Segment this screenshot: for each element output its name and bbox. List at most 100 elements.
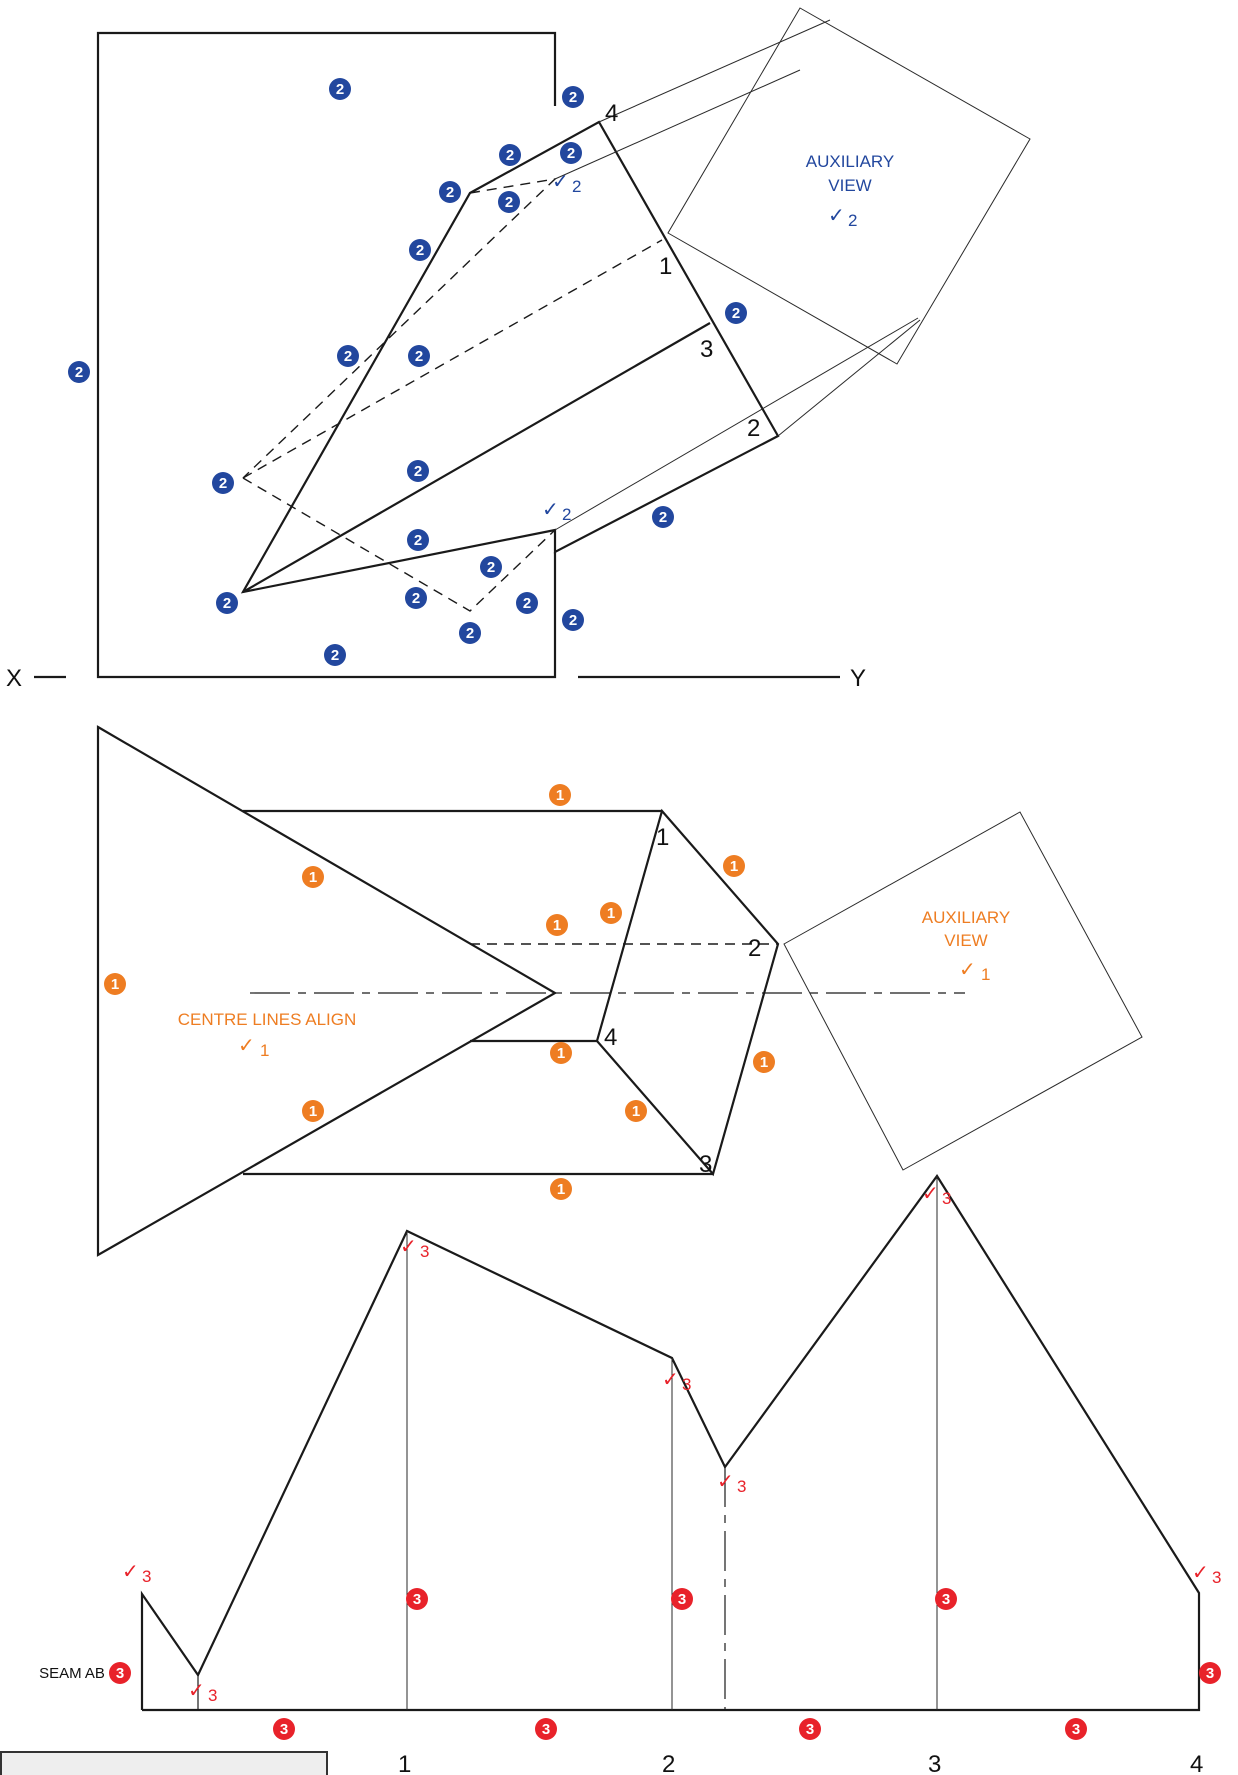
mark-badge: 2 xyxy=(439,181,461,203)
mark-badge: 1 xyxy=(549,784,571,806)
svg-text:2: 2 xyxy=(569,89,577,106)
check-marks-view2: ✓ 2 ✓ 2 ✓ 2 xyxy=(542,169,857,524)
aux-view-title-line2: VIEW xyxy=(944,931,987,950)
aux-view-title-line1: AUXILIARY xyxy=(922,908,1011,927)
check-mark: ✓ xyxy=(828,203,845,227)
mark-badge: 3 xyxy=(1199,1662,1221,1684)
mark-badge: 3 xyxy=(1065,1718,1087,1740)
svg-text:1: 1 xyxy=(309,869,317,886)
svg-text:3: 3 xyxy=(1206,1665,1214,1682)
check-mark-score: 2 xyxy=(572,177,581,196)
check-mark-score: 3 xyxy=(142,1567,151,1586)
svg-text:2: 2 xyxy=(219,475,227,492)
projector-line xyxy=(554,69,801,180)
mark-badge: 2 xyxy=(407,529,429,551)
check-mark-score: 1 xyxy=(981,965,990,984)
view1-mark-badges: 1 1 1 1 1 1 1 1 1 1 1 xyxy=(104,784,775,1200)
mark-badge: 3 xyxy=(535,1718,557,1740)
plan-view xyxy=(96,725,1143,1257)
elevation-frame xyxy=(96,31,557,679)
svg-text:2: 2 xyxy=(569,612,577,629)
svg-text:1: 1 xyxy=(760,1054,768,1071)
check-mark: ✓ xyxy=(400,1234,417,1258)
check-mark-score: 3 xyxy=(737,1477,746,1496)
check-mark: ✓ xyxy=(959,957,976,981)
check-mark: ✓ xyxy=(542,497,559,521)
svg-text:2: 2 xyxy=(466,625,474,642)
check-mark: ✓ xyxy=(922,1181,939,1205)
svg-text:2: 2 xyxy=(487,559,495,576)
mark-badge: 3 xyxy=(109,1662,131,1684)
base-label-2: 2 xyxy=(662,1751,675,1775)
check-mark: ✓ xyxy=(188,1678,205,1702)
svg-text:2: 2 xyxy=(659,509,667,526)
mark-badge: 2 xyxy=(499,144,521,166)
check-mark: ✓ xyxy=(662,1367,679,1391)
mark-badge: 1 xyxy=(753,1051,775,1073)
hidden-edge-lower xyxy=(242,477,556,612)
mark-badge: 2 xyxy=(562,86,584,108)
corner-label-1: 1 xyxy=(659,253,672,280)
projector-line xyxy=(777,319,921,437)
elevation-view xyxy=(34,7,1031,679)
corner-label-1: 1 xyxy=(656,824,669,851)
check-mark: ✓ xyxy=(552,169,569,193)
mark-badge: 2 xyxy=(652,506,674,528)
check-mark: ✓ xyxy=(717,1469,734,1493)
base-label-4: 4 xyxy=(1190,1751,1203,1775)
legend-box xyxy=(0,1751,328,1775)
check-marks-view3: ✓ 3 ✓ 3 ✓ 3 ✓ 3 ✓ 3 ✓ 3 ✓ 3 xyxy=(122,1181,1221,1705)
mark-badge: 1 xyxy=(625,1100,647,1122)
mark-badge: 2 xyxy=(725,302,747,324)
mark-badge: 3 xyxy=(799,1718,821,1740)
svg-text:2: 2 xyxy=(567,145,575,162)
svg-text:3: 3 xyxy=(678,1591,686,1608)
svg-text:3: 3 xyxy=(942,1591,950,1608)
svg-text:3: 3 xyxy=(413,1591,421,1608)
svg-text:2: 2 xyxy=(416,242,424,259)
check-mark: ✓ xyxy=(238,1033,255,1057)
check-mark-score: 3 xyxy=(942,1189,951,1208)
svg-text:3: 3 xyxy=(806,1721,814,1738)
svg-text:1: 1 xyxy=(309,1103,317,1120)
check-mark-score: 2 xyxy=(848,211,857,230)
corner-label-4: 4 xyxy=(605,100,618,127)
svg-text:2: 2 xyxy=(505,194,513,211)
mark-badge: 2 xyxy=(324,644,346,666)
mark-badge: 2 xyxy=(212,472,234,494)
check-mark-score: 3 xyxy=(208,1686,217,1705)
mark-badge: 2 xyxy=(408,345,430,367)
svg-text:3: 3 xyxy=(1072,1721,1080,1738)
svg-text:1: 1 xyxy=(632,1103,640,1120)
svg-text:1: 1 xyxy=(556,787,564,804)
svg-text:2: 2 xyxy=(223,595,231,612)
svg-text:2: 2 xyxy=(336,81,344,98)
development-outline xyxy=(140,1174,1201,1712)
corner-label-4: 4 xyxy=(604,1024,617,1051)
svg-text:1: 1 xyxy=(607,905,615,922)
svg-text:2: 2 xyxy=(412,590,420,607)
corner-label-3: 3 xyxy=(700,336,713,363)
mark-badge: 3 xyxy=(935,1588,957,1610)
check-mark-score: 1 xyxy=(260,1041,269,1060)
svg-text:2: 2 xyxy=(523,595,531,612)
auxiliary-view-frame xyxy=(783,811,1143,1171)
svg-text:2: 2 xyxy=(414,532,422,549)
svg-text:2: 2 xyxy=(344,348,352,365)
mark-badge: 2 xyxy=(562,609,584,631)
projector-line xyxy=(554,317,919,531)
prism-edge-3 xyxy=(242,322,711,593)
corner-label-3: 3 xyxy=(699,1151,712,1178)
projector-line xyxy=(598,19,831,123)
axis-x-label: X xyxy=(6,665,22,692)
svg-text:3: 3 xyxy=(542,1721,550,1738)
triangle-end-view xyxy=(96,725,558,1257)
check-mark-score: 3 xyxy=(420,1242,429,1261)
mark-badge: 2 xyxy=(216,592,238,614)
mark-badge: 2 xyxy=(459,622,481,644)
check-marks-view1: ✓ 1 ✓ 1 xyxy=(238,957,990,1060)
corner-label-2: 2 xyxy=(747,415,760,442)
mark-badge: 2 xyxy=(560,142,582,164)
development-base-labels: 1 2 3 4 xyxy=(398,1751,1203,1775)
